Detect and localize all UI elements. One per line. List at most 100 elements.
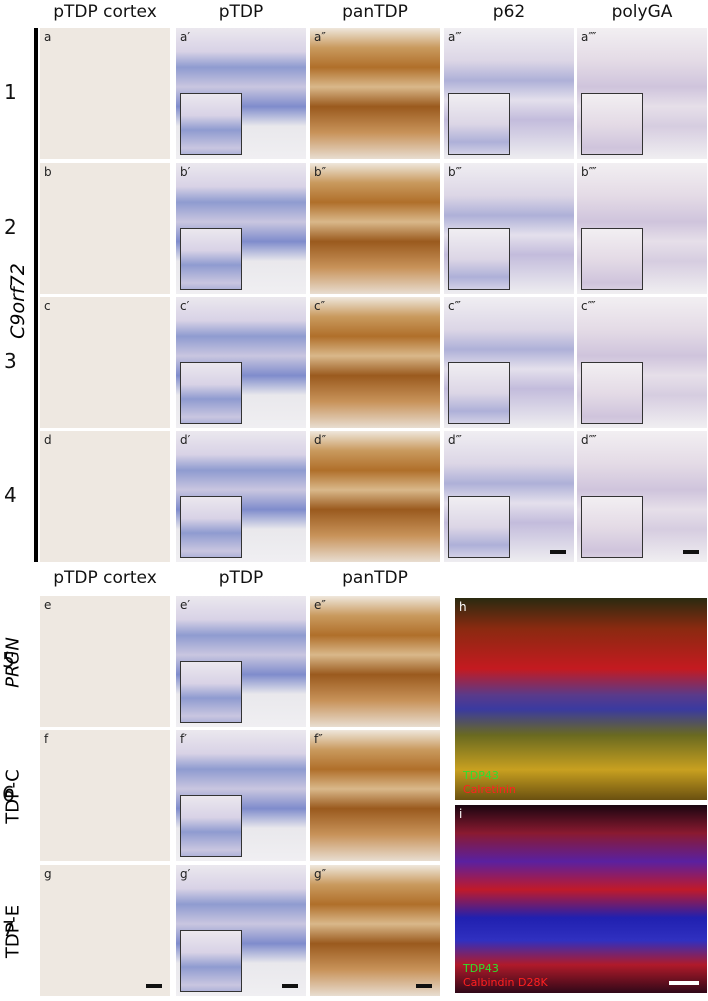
image-panel: d⁗ — [577, 431, 707, 562]
image-panel: d′ — [176, 431, 306, 562]
inset — [180, 93, 242, 155]
panel-label: a″ — [314, 30, 326, 44]
panel-label: f′ — [180, 732, 187, 746]
image-panel: a‴ — [444, 28, 574, 159]
scale-bar — [282, 984, 298, 988]
panel-label: a — [44, 30, 52, 44]
channel-label: Calbindin D28K — [463, 976, 548, 989]
fluorescence-panel: i TDP43 Calbindin D28K — [455, 805, 707, 993]
panel-label: a⁗ — [581, 30, 597, 44]
inset — [581, 362, 643, 424]
image-panel: d‴ — [444, 431, 574, 562]
inset — [448, 496, 510, 558]
panel-label: g′ — [180, 867, 191, 881]
image-panel: b′ — [176, 163, 306, 294]
panel-label: d — [44, 433, 52, 447]
inset — [180, 496, 242, 558]
panel-label: e — [44, 598, 52, 612]
inset — [180, 930, 242, 992]
panel-label: b′ — [180, 165, 191, 179]
panel-label: b⁗ — [581, 165, 597, 179]
panel-label: c′ — [180, 299, 190, 313]
inset — [581, 496, 643, 558]
row-label: TDP-E — [2, 904, 24, 959]
image-panel: c″ — [310, 297, 440, 428]
panel-label: g — [44, 867, 52, 881]
image-panel: c′ — [176, 297, 306, 428]
image-panel: b — [40, 163, 170, 294]
image-panel: e — [40, 596, 170, 727]
row-label: PRGN — [2, 637, 24, 688]
row-number: 1 — [4, 80, 17, 104]
image-panel: c⁗ — [577, 297, 707, 428]
scale-bar — [550, 550, 566, 554]
scale-bar — [146, 984, 162, 988]
channel-label: Calretinin — [463, 783, 516, 796]
image-panel: e′ — [176, 596, 306, 727]
column-header: panTDP — [342, 2, 408, 22]
inset — [180, 362, 242, 424]
image-panel: b″ — [310, 163, 440, 294]
panel-label: c — [44, 299, 51, 313]
scale-bar — [683, 550, 699, 554]
row-number: 7 — [2, 917, 15, 941]
image-panel: b⁗ — [577, 163, 707, 294]
image-panel: b‴ — [444, 163, 574, 294]
inset — [180, 795, 242, 857]
inset — [448, 228, 510, 290]
column-header: pTDP — [218, 568, 264, 588]
panel-label: h — [459, 600, 467, 614]
image-panel: f′ — [176, 730, 306, 861]
image-panel: c — [40, 297, 170, 428]
scale-bar — [416, 984, 432, 988]
image-panel: a″ — [310, 28, 440, 159]
panel-label: c″ — [314, 299, 326, 313]
panel-label: i — [459, 807, 463, 821]
image-panel: d — [40, 431, 170, 562]
panel-label: g″ — [314, 867, 327, 881]
column-header: panTDP — [342, 568, 408, 588]
image-panel: f″ — [310, 730, 440, 861]
group-label: C9orf72 — [7, 263, 29, 339]
inset — [448, 93, 510, 155]
image-panel: g — [40, 865, 170, 996]
image-panel: d″ — [310, 431, 440, 562]
image-panel: a⁗ — [577, 28, 707, 159]
image-panel: g′ — [176, 865, 306, 996]
scale-bar — [669, 981, 699, 985]
inset — [448, 362, 510, 424]
panel-label: a‴ — [448, 30, 462, 44]
channel-label: TDP43 — [463, 769, 499, 782]
row-number: 2 — [4, 215, 17, 239]
panel-label: c‴ — [448, 299, 461, 313]
image-panel: e″ — [310, 596, 440, 727]
row-number: 3 — [4, 349, 17, 373]
image-panel: a′ — [176, 28, 306, 159]
inset — [180, 661, 242, 723]
panel-label: e′ — [180, 598, 191, 612]
column-header: pTDP — [218, 2, 264, 22]
panel-label: b — [44, 165, 52, 179]
image-panel: f — [40, 730, 170, 861]
panel-label: e″ — [314, 598, 326, 612]
group-bar — [34, 28, 38, 562]
panel-label: f — [44, 732, 49, 746]
column-header: pTDP cortex — [53, 568, 157, 588]
image-panel: g″ — [310, 865, 440, 996]
row-label: TDP-C — [2, 769, 24, 824]
panel-label: d′ — [180, 433, 191, 447]
panel-label: b″ — [314, 165, 327, 179]
row-number: 5 — [2, 648, 15, 672]
image-panel: c‴ — [444, 297, 574, 428]
panel-label: c⁗ — [581, 299, 596, 313]
panel-label: d⁗ — [581, 433, 597, 447]
inset — [581, 228, 643, 290]
channel-label: TDP43 — [463, 962, 499, 975]
row-number: 6 — [2, 782, 15, 806]
column-header: p62 — [492, 2, 526, 22]
fluorescence-panel: h TDP43 Calretinin — [455, 598, 707, 800]
column-header: pTDP cortex — [53, 2, 157, 22]
panel-label: d‴ — [448, 433, 462, 447]
column-header: polyGA — [611, 2, 673, 22]
